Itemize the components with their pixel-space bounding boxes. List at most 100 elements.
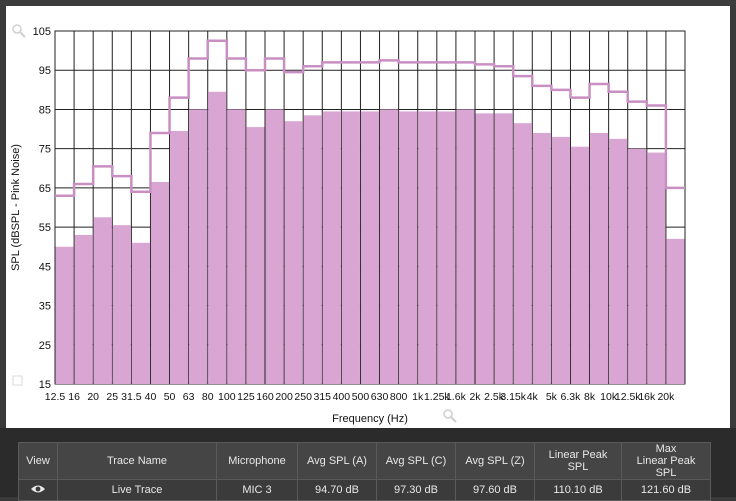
col-linear-peak-spl[interactable]: Linear Peak SPL: [534, 442, 622, 480]
x-tick-label: 400: [333, 391, 351, 403]
x-tick-label: 5k: [546, 391, 558, 403]
bar: [93, 217, 112, 384]
x-tick-label: 6.3k: [561, 391, 582, 403]
x-tick-label: 20: [87, 391, 99, 403]
col-trace-name[interactable]: Trace Name: [57, 442, 217, 480]
zoom-y-icon[interactable]: [12, 24, 26, 38]
peak-trace-line: [55, 39, 685, 197]
x-tick-label: 16k: [638, 391, 656, 403]
bar: [131, 242, 150, 384]
x-axis-label: Frequency (Hz): [332, 413, 408, 425]
y-tick-label: 45: [39, 261, 51, 273]
x-tick-label: 20k: [657, 391, 675, 403]
x-tick-label: 1.6k: [446, 391, 467, 403]
x-tick-label: 80: [202, 391, 214, 403]
y-tick-label: 55: [39, 222, 51, 234]
bar: [647, 152, 666, 384]
bar: [55, 246, 74, 384]
bar: [265, 109, 284, 384]
bar: [609, 138, 628, 384]
bar: [437, 111, 456, 385]
max-linear-peak-cell: 121.60 dB: [621, 479, 711, 501]
table-header-row: View Trace Name Microphone Avg SPL (A) A…: [18, 442, 711, 480]
bar: [170, 131, 189, 384]
resize-corner-icon[interactable]: [12, 375, 26, 389]
col-microphone[interactable]: Microphone: [216, 442, 298, 480]
x-tick-label: 3.15k: [500, 391, 526, 403]
bar: [475, 113, 494, 384]
x-tick-label: 4k: [527, 391, 539, 403]
bar: [189, 109, 208, 384]
bar: [112, 225, 131, 384]
bar: [303, 115, 322, 385]
table-row[interactable]: Live Trace MIC 3 94.70 dB 97.30 dB 97.60…: [18, 479, 711, 501]
x-tick-label: 800: [390, 391, 408, 403]
y-tick-label: 105: [33, 26, 51, 38]
bar: [150, 182, 170, 384]
bar: [246, 127, 265, 384]
y-tick-label: 65: [39, 183, 51, 195]
x-tick-label: 2k: [469, 391, 481, 403]
bar: [360, 111, 380, 385]
y-tick-label: 35: [39, 301, 51, 313]
x-tick-label: 315: [314, 391, 332, 403]
trace-table-area: View Trace Name Microphone Avg SPL (A) A…: [0, 428, 736, 501]
x-tick-label: 12.5: [45, 391, 66, 403]
x-tick-label: 16: [68, 391, 80, 403]
col-max-linear-peak-spl[interactable]: Max Linear Peak SPL: [621, 442, 711, 480]
x-tick-label: 200: [275, 391, 293, 403]
x-tick-label: 31.5: [121, 391, 142, 403]
bar: [380, 109, 399, 384]
x-tick-label: 100: [218, 391, 236, 403]
y-tick-label: 85: [39, 104, 51, 116]
col-view[interactable]: View: [18, 442, 58, 480]
col-avg-spl-c[interactable]: Avg SPL (C): [376, 442, 456, 480]
spl-chart-panel: 15 25 35 45 55 65 75 85 95 105 12.5 16 20 25 31.5 40 50 6…: [6, 6, 730, 428]
bar: [666, 238, 685, 384]
microphone-cell: MIC 3: [216, 479, 298, 501]
bar: [532, 132, 551, 384]
x-tick-label: 2.5k: [484, 391, 505, 403]
trace-name-cell[interactable]: Live Trace: [57, 479, 217, 501]
x-tick-label: 125: [237, 391, 255, 403]
x-tick-label: 25: [106, 391, 118, 403]
avg-a-cell: 94.70 dB: [297, 479, 377, 501]
bar: [208, 91, 227, 385]
x-tick-label: 40: [145, 391, 157, 403]
x-tick-label: 12.5k: [615, 391, 641, 403]
bar: [590, 132, 609, 384]
y-tick-label: 95: [39, 65, 51, 77]
y-tick-label: 15: [39, 379, 51, 391]
zoom-x-icon[interactable]: [443, 409, 457, 423]
bar: [227, 109, 246, 384]
eye-icon[interactable]: [30, 484, 46, 494]
x-tick-label: 10k: [600, 391, 618, 403]
x-tick-label: 160: [256, 391, 274, 403]
view-toggle[interactable]: [18, 479, 58, 501]
x-tick-label: 500: [352, 391, 370, 403]
x-tick-label: 1.25k: [424, 391, 450, 403]
y-tick-label: 75: [39, 144, 51, 156]
bar: [418, 111, 437, 385]
x-tick-label: 63: [183, 391, 195, 403]
bar: [570, 146, 590, 384]
bar: [284, 121, 303, 384]
bar: [513, 123, 532, 384]
col-avg-spl-z[interactable]: Avg SPL (Z): [455, 442, 535, 480]
bar: [399, 111, 418, 385]
bar: [494, 113, 513, 384]
window-frame: [0, 0, 736, 6]
x-tick-label: 630: [371, 391, 389, 403]
col-max-line2: Linear Peak SPL: [636, 455, 696, 479]
bar: [341, 111, 360, 385]
col-avg-spl-a[interactable]: Avg SPL (A): [297, 442, 377, 480]
bar: [628, 148, 647, 384]
bar: [456, 109, 475, 384]
avg-c-cell: 97.30 dB: [376, 479, 456, 501]
avg-z-cell: 97.60 dB: [455, 479, 535, 501]
linear-peak-cell: 110.10 dB: [534, 479, 622, 501]
x-tick-label: 250: [294, 391, 312, 403]
y-axis-label: SPL (dBSPL - Pink Noise): [10, 144, 22, 271]
trace-table: View Trace Name Microphone Avg SPL (A) A…: [18, 442, 711, 501]
